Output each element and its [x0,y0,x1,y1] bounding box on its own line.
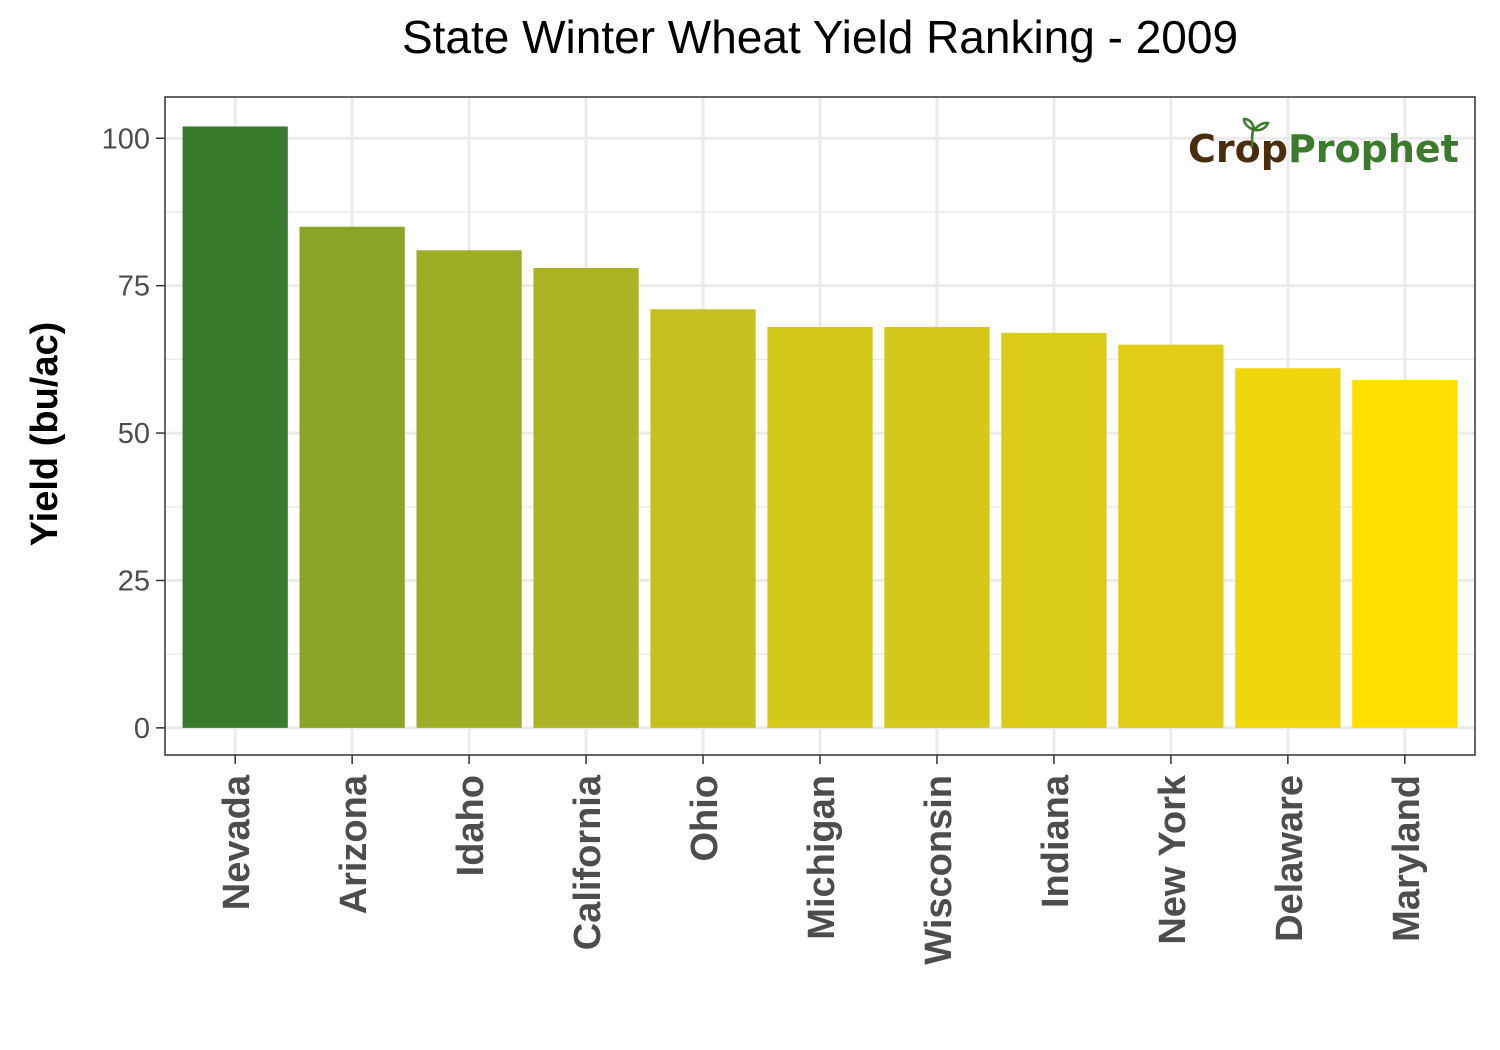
y-tick-label: 50 [118,418,150,450]
logo-word-prophet: Prophet [1288,127,1459,171]
bar-california [533,267,639,728]
sprout-icon [1242,117,1270,149]
x-tick-label: Indiana [1035,774,1077,908]
bar-maryland [1352,380,1458,728]
bar-nevada [182,126,288,728]
x-axis: Nevada Arizona Idaho California Ohio Michigan… [216,755,1428,965]
y-tick-label: 25 [118,565,150,597]
y-tick-label: 100 [102,123,150,155]
logo-word-crop: Crop [1188,127,1288,171]
cropprophet-logo: CropProphet [1188,117,1459,171]
bar-indiana [1001,332,1107,728]
x-tick-label: New York [1152,774,1194,945]
chart-title: State Winter Wheat Yield Ranking - 2009 [401,11,1239,63]
bar-arizona [299,226,405,728]
bar-idaho [416,250,522,728]
x-tick-label: Delaware [1269,775,1311,942]
bar-ohio [650,309,756,728]
bar-new-york [1118,344,1224,728]
y-axis-label: Yield (bu/ac) [24,322,66,547]
bars [182,126,1458,728]
y-tick-label: 0 [134,713,150,745]
y-tick-label: 75 [118,271,150,303]
bar-delaware [1235,368,1341,728]
bar-michigan [767,326,873,728]
bar-wisconsin [884,326,990,728]
x-tick-label: Maryland [1386,775,1428,942]
x-tick-label: California [567,774,609,950]
y-axis: 0 25 50 75 100 [102,123,165,745]
x-tick-label: Wisconsin [918,775,960,965]
x-tick-label: Ohio [684,775,726,862]
x-tick-label: Arizona [333,774,375,914]
svg-text:CropProphet: CropProphet [1188,127,1459,171]
x-tick-label: Michigan [801,775,843,940]
x-tick-label: Nevada [216,774,258,910]
x-tick-label: Idaho [450,775,492,876]
